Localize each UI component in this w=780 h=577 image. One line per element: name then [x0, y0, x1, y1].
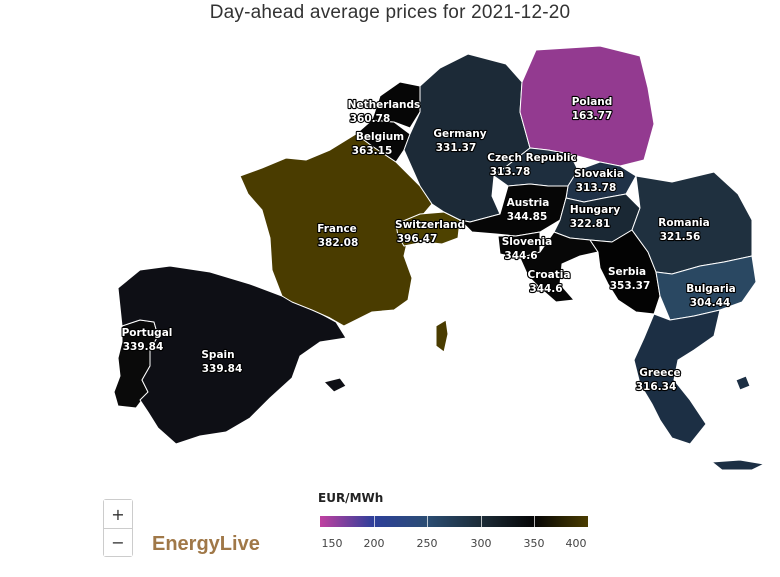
france-price: 382.08 — [318, 237, 359, 249]
croatia-price: 344.6 — [529, 283, 562, 295]
switzerland-price: 396.47 — [397, 233, 438, 245]
legend-gradient-bar — [320, 516, 588, 527]
zoom-control: + − — [103, 499, 133, 557]
legend-tick-350: 350 — [523, 537, 545, 550]
bulgaria-name: Bulgaria — [686, 283, 736, 295]
country-bulgaria[interactable] — [655, 255, 757, 321]
bulgaria-price: 304.44 — [690, 297, 731, 309]
czech-republic-price: 313.78 — [490, 166, 531, 178]
island-corsica[interactable] — [435, 319, 449, 353]
label-austria: Austria 344.85 — [506, 196, 551, 224]
czech-republic-name: Czech Republic — [487, 152, 576, 164]
portugal-price: 339.84 — [123, 341, 164, 353]
austria-name: Austria — [507, 197, 550, 209]
legend-tick-mark — [374, 516, 375, 527]
label-slovenia: Slovenia 344.6 — [501, 235, 554, 263]
legend-tick-250: 250 — [416, 537, 438, 550]
greece-name: Greece — [639, 367, 680, 379]
zoom-in-button[interactable]: + — [104, 500, 132, 528]
map-title: Day-ahead average prices for 2021-12-20 — [209, 2, 571, 23]
label-serbia: Serbia 353.37 — [607, 265, 651, 293]
belgium-name: Belgium — [356, 131, 404, 143]
label-czech-republic: Czech Republic 313.78 — [486, 151, 578, 179]
label-spain: Spain 339.84 — [200, 348, 243, 376]
portugal-name: Portugal — [122, 327, 173, 339]
island-balearic[interactable] — [323, 377, 347, 393]
country-spain[interactable] — [117, 265, 347, 445]
label-france: France 382.08 — [316, 222, 359, 250]
label-slovakia: Slovakia 313.78 — [573, 167, 625, 195]
label-germany: Germany 331.37 — [432, 127, 488, 155]
poland-price: 163.77 — [572, 110, 613, 122]
label-poland: Poland 163.77 — [571, 95, 614, 123]
germany-name: Germany — [433, 128, 486, 140]
country-greece[interactable] — [633, 309, 721, 445]
legend-tick-400: 400 — [565, 537, 587, 550]
legend-title: EUR/MWh — [318, 491, 384, 505]
island-crete[interactable] — [711, 459, 765, 471]
switzerland-name: Switzerland — [395, 219, 465, 231]
serbia-name: Serbia — [608, 266, 646, 278]
romania-name: Romania — [658, 217, 710, 229]
zoom-out-button[interactable]: − — [104, 528, 132, 556]
spain-name: Spain — [201, 349, 234, 361]
legend-tick-300: 300 — [470, 537, 492, 550]
label-belgium: Belgium 363.15 — [351, 130, 406, 158]
legend-tick-mark — [427, 516, 428, 527]
label-hungary: Hungary 322.81 — [569, 203, 622, 231]
legend-tick-150: 150 — [321, 537, 343, 550]
slovenia-price: 344.6 — [504, 250, 537, 262]
austria-price: 344.85 — [507, 211, 548, 223]
belgium-price: 363.15 — [352, 145, 393, 157]
serbia-price: 353.37 — [610, 280, 651, 292]
label-romania: Romania 321.56 — [657, 216, 711, 244]
slovakia-name: Slovakia — [574, 168, 624, 180]
legend-tick-mark — [534, 516, 535, 527]
poland-name: Poland — [572, 96, 613, 108]
spain-price: 339.84 — [202, 363, 243, 375]
romania-price: 321.56 — [660, 231, 701, 243]
croatia-name: Croatia — [528, 269, 571, 281]
greece-price: 316.34 — [636, 381, 677, 393]
netherlands-name: Netherlands — [348, 99, 421, 111]
label-bulgaria: Bulgaria 304.44 — [685, 282, 737, 310]
netherlands-price: 360.78 — [350, 113, 391, 125]
label-croatia: Croatia 344.6 — [526, 268, 571, 296]
island-aegean[interactable] — [735, 375, 751, 391]
country-austria[interactable] — [459, 183, 569, 237]
label-greece: Greece 316.34 — [635, 366, 682, 394]
hungary-name: Hungary — [570, 204, 621, 216]
country-france[interactable] — [239, 133, 433, 327]
label-netherlands: Netherlands 360.78 — [347, 98, 422, 126]
germany-price: 331.37 — [436, 142, 477, 154]
label-switzerland: Switzerland 396.47 — [394, 218, 466, 246]
france-name: France — [317, 223, 357, 235]
brand-logo: EnergyLive — [152, 533, 260, 555]
legend-tick-200: 200 — [363, 537, 385, 550]
country-switzerland[interactable] — [395, 211, 461, 247]
label-portugal: Portugal 339.84 — [121, 326, 174, 354]
slovenia-name: Slovenia — [502, 236, 553, 248]
slovakia-price: 313.78 — [576, 182, 617, 194]
hungary-price: 322.81 — [570, 218, 611, 230]
legend-tick-mark — [481, 516, 482, 527]
country-croatia[interactable] — [519, 231, 599, 303]
color-legend: EUR/MWh 150 200 250 300 350 400 — [318, 491, 590, 551]
